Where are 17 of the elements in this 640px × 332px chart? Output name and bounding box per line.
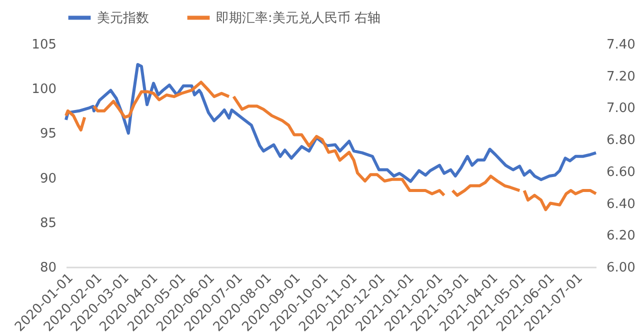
y2-tick-label: 6.40	[606, 196, 636, 212]
y2-tick-label: 7.00	[606, 101, 636, 116]
y2-tick-label: 6.80	[606, 133, 636, 148]
y-tick-label: 95	[40, 126, 56, 142]
y2-tick-label: 6.20	[606, 228, 636, 244]
legend-label: 即期汇率:美元兑人民币 右轴	[216, 10, 381, 26]
y-tick-label: 80	[40, 260, 56, 276]
y-tick-label: 105	[32, 38, 56, 52]
y2-tick-label: 6.00	[606, 260, 636, 276]
line-series	[64, 63, 598, 183]
y-tick-label: 100	[32, 82, 56, 98]
y-tick-label: 85	[40, 216, 56, 231]
y2-tick-label: 7.20	[606, 69, 636, 84]
legend-label: 美元指数	[97, 10, 149, 26]
y2-tick-label: 7.40	[606, 38, 636, 52]
y2-tick-label: 6.60	[606, 164, 636, 180]
y-tick-label: 90	[40, 171, 56, 186]
